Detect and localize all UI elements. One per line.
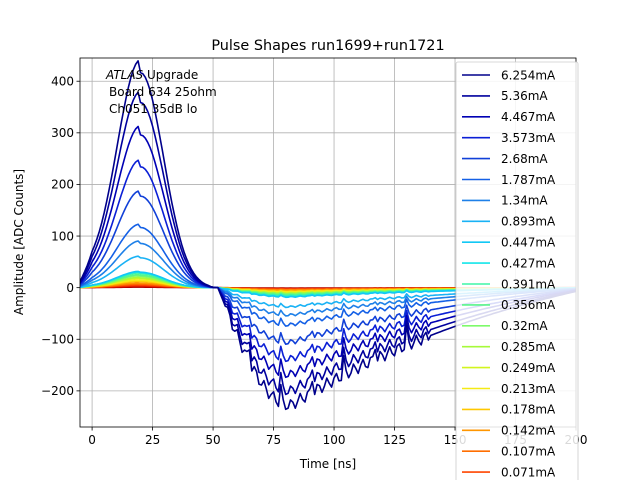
legend-label: 0.249mA — [501, 361, 556, 375]
x-tick-label: 75 — [266, 433, 281, 447]
legend-label: 0.107mA — [501, 445, 556, 459]
x-tick-label: 25 — [145, 433, 160, 447]
legend-label: 0.213mA — [501, 382, 556, 396]
y-tick-label: 200 — [51, 178, 74, 192]
legend-label: 0.142mA — [501, 424, 556, 438]
legend-box — [455, 61, 579, 480]
y-tick-label: −200 — [41, 384, 74, 398]
x-tick-label: 125 — [383, 433, 406, 447]
y-tick-label: 300 — [51, 126, 74, 140]
legend-label: 0.071mA — [501, 465, 556, 479]
y-tick-label: 100 — [51, 229, 74, 243]
x-tick-label: 0 — [88, 433, 96, 447]
legend-label: 4.467mA — [501, 110, 556, 124]
legend-label: 0.447mA — [501, 236, 556, 250]
legend-label: 0.285mA — [501, 340, 556, 354]
x-tick-label: 100 — [323, 433, 346, 447]
annotation-line-1: ATLAS Upgrade — [105, 68, 198, 82]
legend-label: 0.391mA — [501, 277, 556, 291]
chart-title: Pulse Shapes run1699+run1721 — [211, 38, 444, 54]
legend-label: 3.573mA — [501, 131, 556, 145]
legend-label: 5.36mA — [501, 89, 548, 103]
y-tick-label: 400 — [51, 75, 74, 89]
legend-label: 0.893mA — [501, 215, 556, 229]
y-tick-label: −100 — [41, 333, 74, 347]
plot-annotation: ATLAS Upgrade Board 634 25ohm Ch051 35dB… — [105, 68, 217, 116]
y-tick-label: 0 — [66, 281, 74, 295]
annotation-line-2: Board 634 25ohm — [109, 85, 217, 99]
legend-label: 1.787mA — [501, 173, 556, 187]
legend-label: 0.32mA — [501, 319, 548, 333]
legend: 6.254mA 5.36mA 4.467mA 3.573mA 2.68mA 1.787mA… — [455, 61, 579, 480]
legend-label: 0.356mA — [501, 298, 556, 312]
y-axis-label: Amplitude [ADC Counts] — [12, 169, 26, 315]
x-axis-label: Time [ns] — [299, 457, 356, 471]
annotation-line-3: Ch051 35dB lo — [109, 102, 197, 116]
legend-label: 0.427mA — [501, 256, 556, 270]
legend-label: 2.68mA — [501, 152, 548, 166]
legend-label: 1.34mA — [501, 194, 548, 208]
legend-label: 6.254mA — [501, 68, 556, 82]
legend-label: 0.178mA — [501, 403, 556, 417]
x-tick-label: 50 — [205, 433, 220, 447]
